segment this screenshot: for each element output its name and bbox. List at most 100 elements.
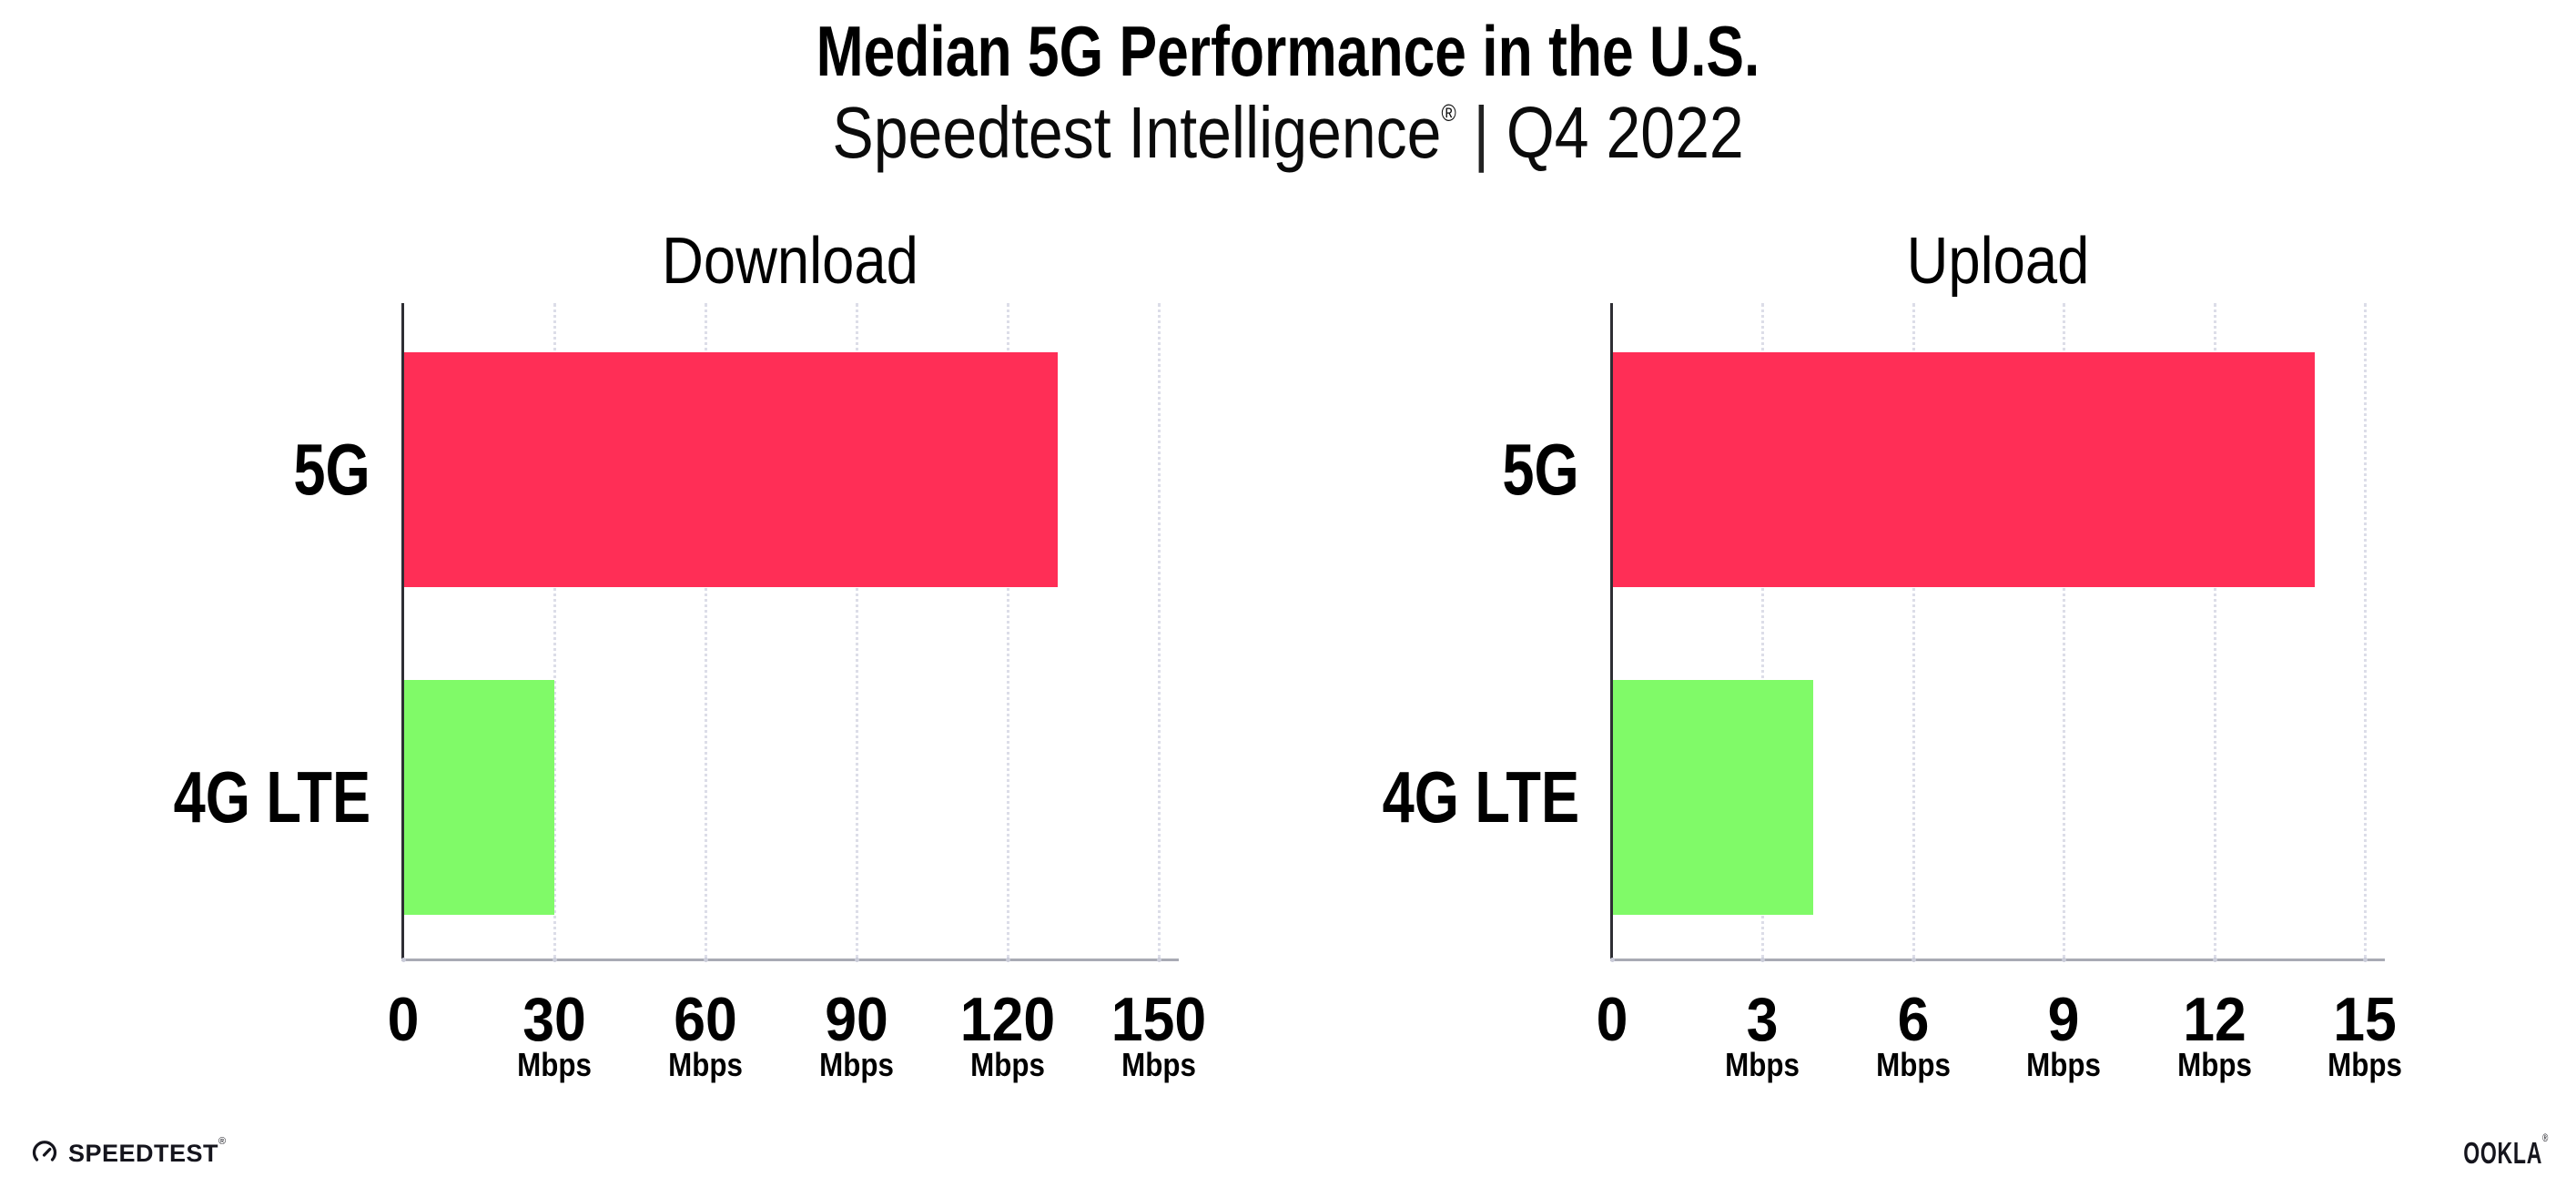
download-tick-unit-text: Mbps xyxy=(668,1046,743,1083)
upload-bar-4g-lte xyxy=(1612,680,1813,915)
download-tick-unit: Mbps xyxy=(965,1049,1050,1081)
upload-tick-mark xyxy=(2363,958,2368,962)
download-tick-value: 150 xyxy=(1111,985,1207,1054)
upload-tick-unit-text: Mbps xyxy=(2176,1046,2252,1083)
upload-tick-value: 6 xyxy=(1897,985,1930,1054)
upload-gridline xyxy=(1912,303,1915,959)
upload-bar-5g xyxy=(1612,352,2315,587)
upload-tick-value: 9 xyxy=(2047,985,2080,1054)
download-tick-label: 30 xyxy=(520,989,589,1050)
download-category-label-text: 5G xyxy=(293,429,370,510)
upload-tick-unit: Mbps xyxy=(1719,1049,1805,1081)
subtitle-separator: | xyxy=(1473,92,1490,173)
registered-mark: ® xyxy=(1441,99,1456,127)
upload-tick-value: 12 xyxy=(2182,985,2246,1054)
ookla-logo: OOKLA® xyxy=(2463,1132,2549,1170)
upload-x-axis xyxy=(1610,959,2385,961)
upload-tick-unit: Mbps xyxy=(2021,1049,2106,1081)
download-tick-label: 60 xyxy=(671,989,740,1050)
upload-gridline xyxy=(2063,303,2066,959)
upload-gridline xyxy=(1761,303,1765,959)
upload-gridline xyxy=(2364,303,2367,959)
speedtest-logo-text: SPEEDTEST® xyxy=(68,1135,227,1167)
download-tick-label: 120 xyxy=(956,989,1059,1050)
upload-gridline xyxy=(2213,303,2216,959)
upload-category-label: 5G xyxy=(0,433,1579,506)
download-tick-unit-text: Mbps xyxy=(970,1046,1045,1083)
download-gridline xyxy=(1158,303,1161,959)
download-tick-label: 150 xyxy=(1107,989,1210,1050)
download-tick-label: 0 xyxy=(386,989,421,1050)
upload-tick-unit-text: Mbps xyxy=(1725,1046,1800,1083)
download-tick-value: 30 xyxy=(522,985,586,1054)
download-tick-mark xyxy=(855,958,859,962)
ookla-logo-text: OOKLA xyxy=(2463,1136,2543,1170)
download-category-label: 5G xyxy=(0,433,370,506)
upload-tick-unit: Mbps xyxy=(2172,1049,2257,1081)
page-subtitle: Speedtest Intelligence® | Q4 2022 xyxy=(0,91,2576,175)
download-gridline xyxy=(1007,303,1009,959)
upload-tick-mark xyxy=(1911,958,1916,962)
download-gridline xyxy=(856,303,858,959)
upload-tick-unit: Mbps xyxy=(2322,1049,2408,1081)
download-bar-4g-lte xyxy=(403,680,554,915)
download-tick-unit-text: Mbps xyxy=(819,1046,894,1083)
download-chart-title: Download xyxy=(662,225,918,298)
download-tick-value: 0 xyxy=(387,985,420,1054)
upload-tick-label: 12 xyxy=(2180,989,2249,1050)
download-tick-unit-text: Mbps xyxy=(1121,1046,1196,1083)
download-tick-value: 120 xyxy=(959,985,1056,1054)
subtitle-brand: Speedtest Intelligence xyxy=(832,92,1442,173)
upload-tick-mark xyxy=(2062,958,2067,962)
upload-tick-value: 3 xyxy=(1746,985,1779,1054)
upload-tick-unit: Mbps xyxy=(1871,1049,1956,1081)
upload-category-label: 4G LTE xyxy=(0,761,1579,834)
upload-y-axis xyxy=(1610,303,1613,959)
download-tick-mark xyxy=(1006,958,1010,962)
upload-tick-unit-text: Mbps xyxy=(2026,1046,2102,1083)
upload-tick-mark xyxy=(2212,958,2217,962)
upload-tick-label: 9 xyxy=(2046,989,2081,1050)
download-tick-mark xyxy=(1157,958,1161,962)
upload-category-label-text: 5G xyxy=(1502,429,1579,510)
download-tick-unit: Mbps xyxy=(1116,1049,1202,1081)
download-gridline xyxy=(705,303,707,959)
speedtest-registered-mark: ® xyxy=(218,1135,227,1147)
upload-tick-label: 6 xyxy=(1896,989,1931,1050)
download-tick-label: 90 xyxy=(822,989,891,1050)
download-tick-mark xyxy=(704,958,708,962)
upload-category-label-text: 4G LTE xyxy=(1382,756,1579,837)
upload-tick-mark xyxy=(1610,958,1615,962)
download-tick-unit: Mbps xyxy=(512,1049,597,1081)
download-x-axis xyxy=(401,959,1179,961)
download-tick-mark xyxy=(553,958,557,962)
upload-tick-label: 0 xyxy=(1595,989,1629,1050)
download-category-label: 4G LTE xyxy=(0,761,370,834)
download-tick-value: 90 xyxy=(825,985,888,1054)
upload-tick-unit-text: Mbps xyxy=(2328,1046,2402,1083)
download-tick-value: 60 xyxy=(674,985,737,1054)
upload-tick-value: 0 xyxy=(1596,985,1628,1054)
ookla-registered-mark: ® xyxy=(2542,1131,2549,1144)
upload-tick-mark xyxy=(1760,958,1766,962)
upload-tick-label: 3 xyxy=(1745,989,1780,1050)
page-title: Median 5G Performance in the U.S. xyxy=(0,11,2576,93)
download-tick-unit: Mbps xyxy=(814,1049,899,1081)
subtitle-period: Q4 2022 xyxy=(1506,92,1744,173)
page-title-text: Median 5G Performance in the U.S. xyxy=(816,11,1760,91)
download-tick-mark xyxy=(401,958,406,962)
speedtest-gauge-icon xyxy=(32,1141,57,1161)
download-gridline xyxy=(553,303,556,959)
download-tick-unit: Mbps xyxy=(663,1049,748,1081)
upload-chart-title: Upload xyxy=(1906,225,2090,298)
upload-tick-label: 15 xyxy=(2330,989,2399,1050)
download-y-axis xyxy=(401,303,404,959)
speedtest-logo: SPEEDTEST® xyxy=(31,1135,227,1167)
page-subtitle-text: Speedtest Intelligence® | Q4 2022 xyxy=(832,91,1743,175)
download-category-label-text: 4G LTE xyxy=(173,756,370,837)
upload-tick-value: 15 xyxy=(2333,985,2397,1054)
download-tick-unit-text: Mbps xyxy=(517,1046,592,1083)
download-bar-5g xyxy=(403,352,1059,587)
upload-tick-unit-text: Mbps xyxy=(1875,1046,1951,1083)
